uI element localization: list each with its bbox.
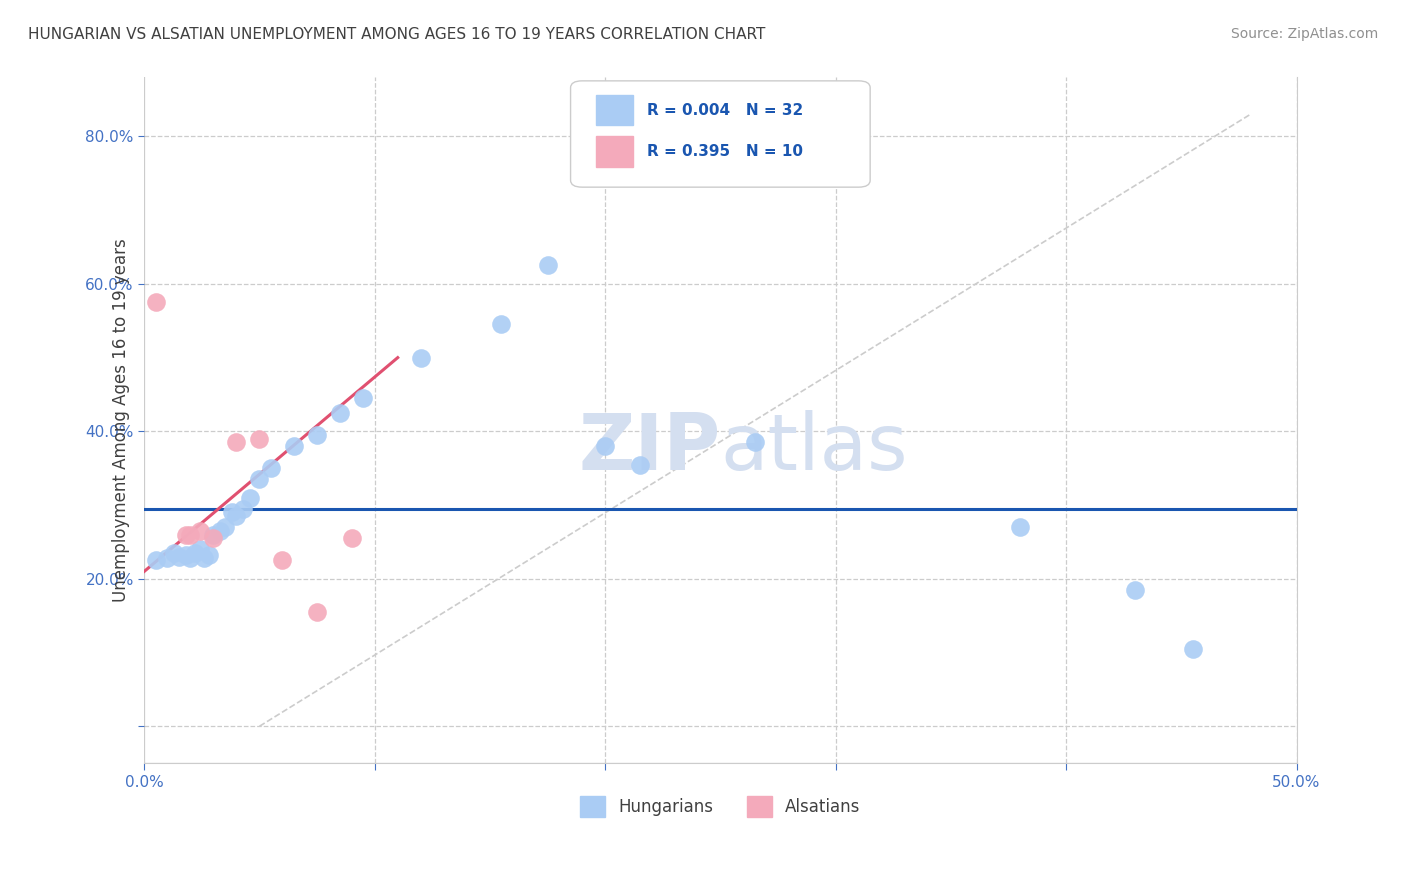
Point bbox=[271, 553, 294, 567]
Legend: Hungarians, Alsatians: Hungarians, Alsatians bbox=[574, 789, 868, 823]
Point bbox=[202, 531, 225, 545]
Point bbox=[307, 605, 329, 619]
Point bbox=[174, 527, 197, 541]
Point bbox=[1181, 641, 1204, 656]
Point bbox=[249, 432, 271, 446]
Point bbox=[225, 509, 247, 524]
Text: R = 0.004   N = 32: R = 0.004 N = 32 bbox=[647, 103, 803, 118]
Point bbox=[628, 458, 651, 472]
Point bbox=[197, 548, 219, 562]
Point bbox=[260, 461, 283, 475]
Point bbox=[225, 435, 247, 450]
Point bbox=[283, 439, 305, 453]
Point bbox=[409, 351, 432, 365]
Point bbox=[156, 551, 179, 566]
Point bbox=[179, 527, 201, 541]
Point bbox=[1008, 520, 1031, 534]
Point bbox=[214, 520, 236, 534]
Point bbox=[167, 549, 190, 564]
Point bbox=[536, 259, 558, 273]
Point bbox=[239, 491, 262, 505]
Point bbox=[249, 472, 271, 486]
FancyBboxPatch shape bbox=[596, 136, 633, 167]
Point bbox=[163, 546, 186, 560]
Point bbox=[221, 505, 243, 519]
Point bbox=[184, 546, 207, 560]
Point bbox=[179, 551, 201, 566]
Point bbox=[352, 391, 374, 405]
Point bbox=[188, 542, 211, 557]
Point bbox=[188, 524, 211, 538]
Point bbox=[145, 295, 167, 310]
Text: HUNGARIAN VS ALSATIAN UNEMPLOYMENT AMONG AGES 16 TO 19 YEARS CORRELATION CHART: HUNGARIAN VS ALSATIAN UNEMPLOYMENT AMONG… bbox=[28, 27, 765, 42]
Point bbox=[744, 435, 766, 450]
Point bbox=[491, 318, 513, 332]
Text: atlas: atlas bbox=[720, 409, 908, 486]
Y-axis label: Unemployment Among Ages 16 to 19 years: Unemployment Among Ages 16 to 19 years bbox=[112, 238, 131, 602]
Text: Source: ZipAtlas.com: Source: ZipAtlas.com bbox=[1230, 27, 1378, 41]
Point bbox=[593, 439, 616, 453]
Point bbox=[340, 531, 363, 545]
Text: ZIP: ZIP bbox=[578, 409, 720, 486]
FancyBboxPatch shape bbox=[596, 95, 633, 126]
Point bbox=[145, 553, 167, 567]
Point bbox=[202, 527, 225, 541]
FancyBboxPatch shape bbox=[571, 81, 870, 187]
Point bbox=[1123, 582, 1146, 597]
Point bbox=[174, 548, 197, 562]
Point bbox=[209, 524, 232, 538]
Text: R = 0.395   N = 10: R = 0.395 N = 10 bbox=[647, 144, 803, 159]
Point bbox=[193, 551, 215, 566]
Point bbox=[307, 428, 329, 442]
Point bbox=[329, 406, 352, 420]
Point bbox=[232, 501, 254, 516]
